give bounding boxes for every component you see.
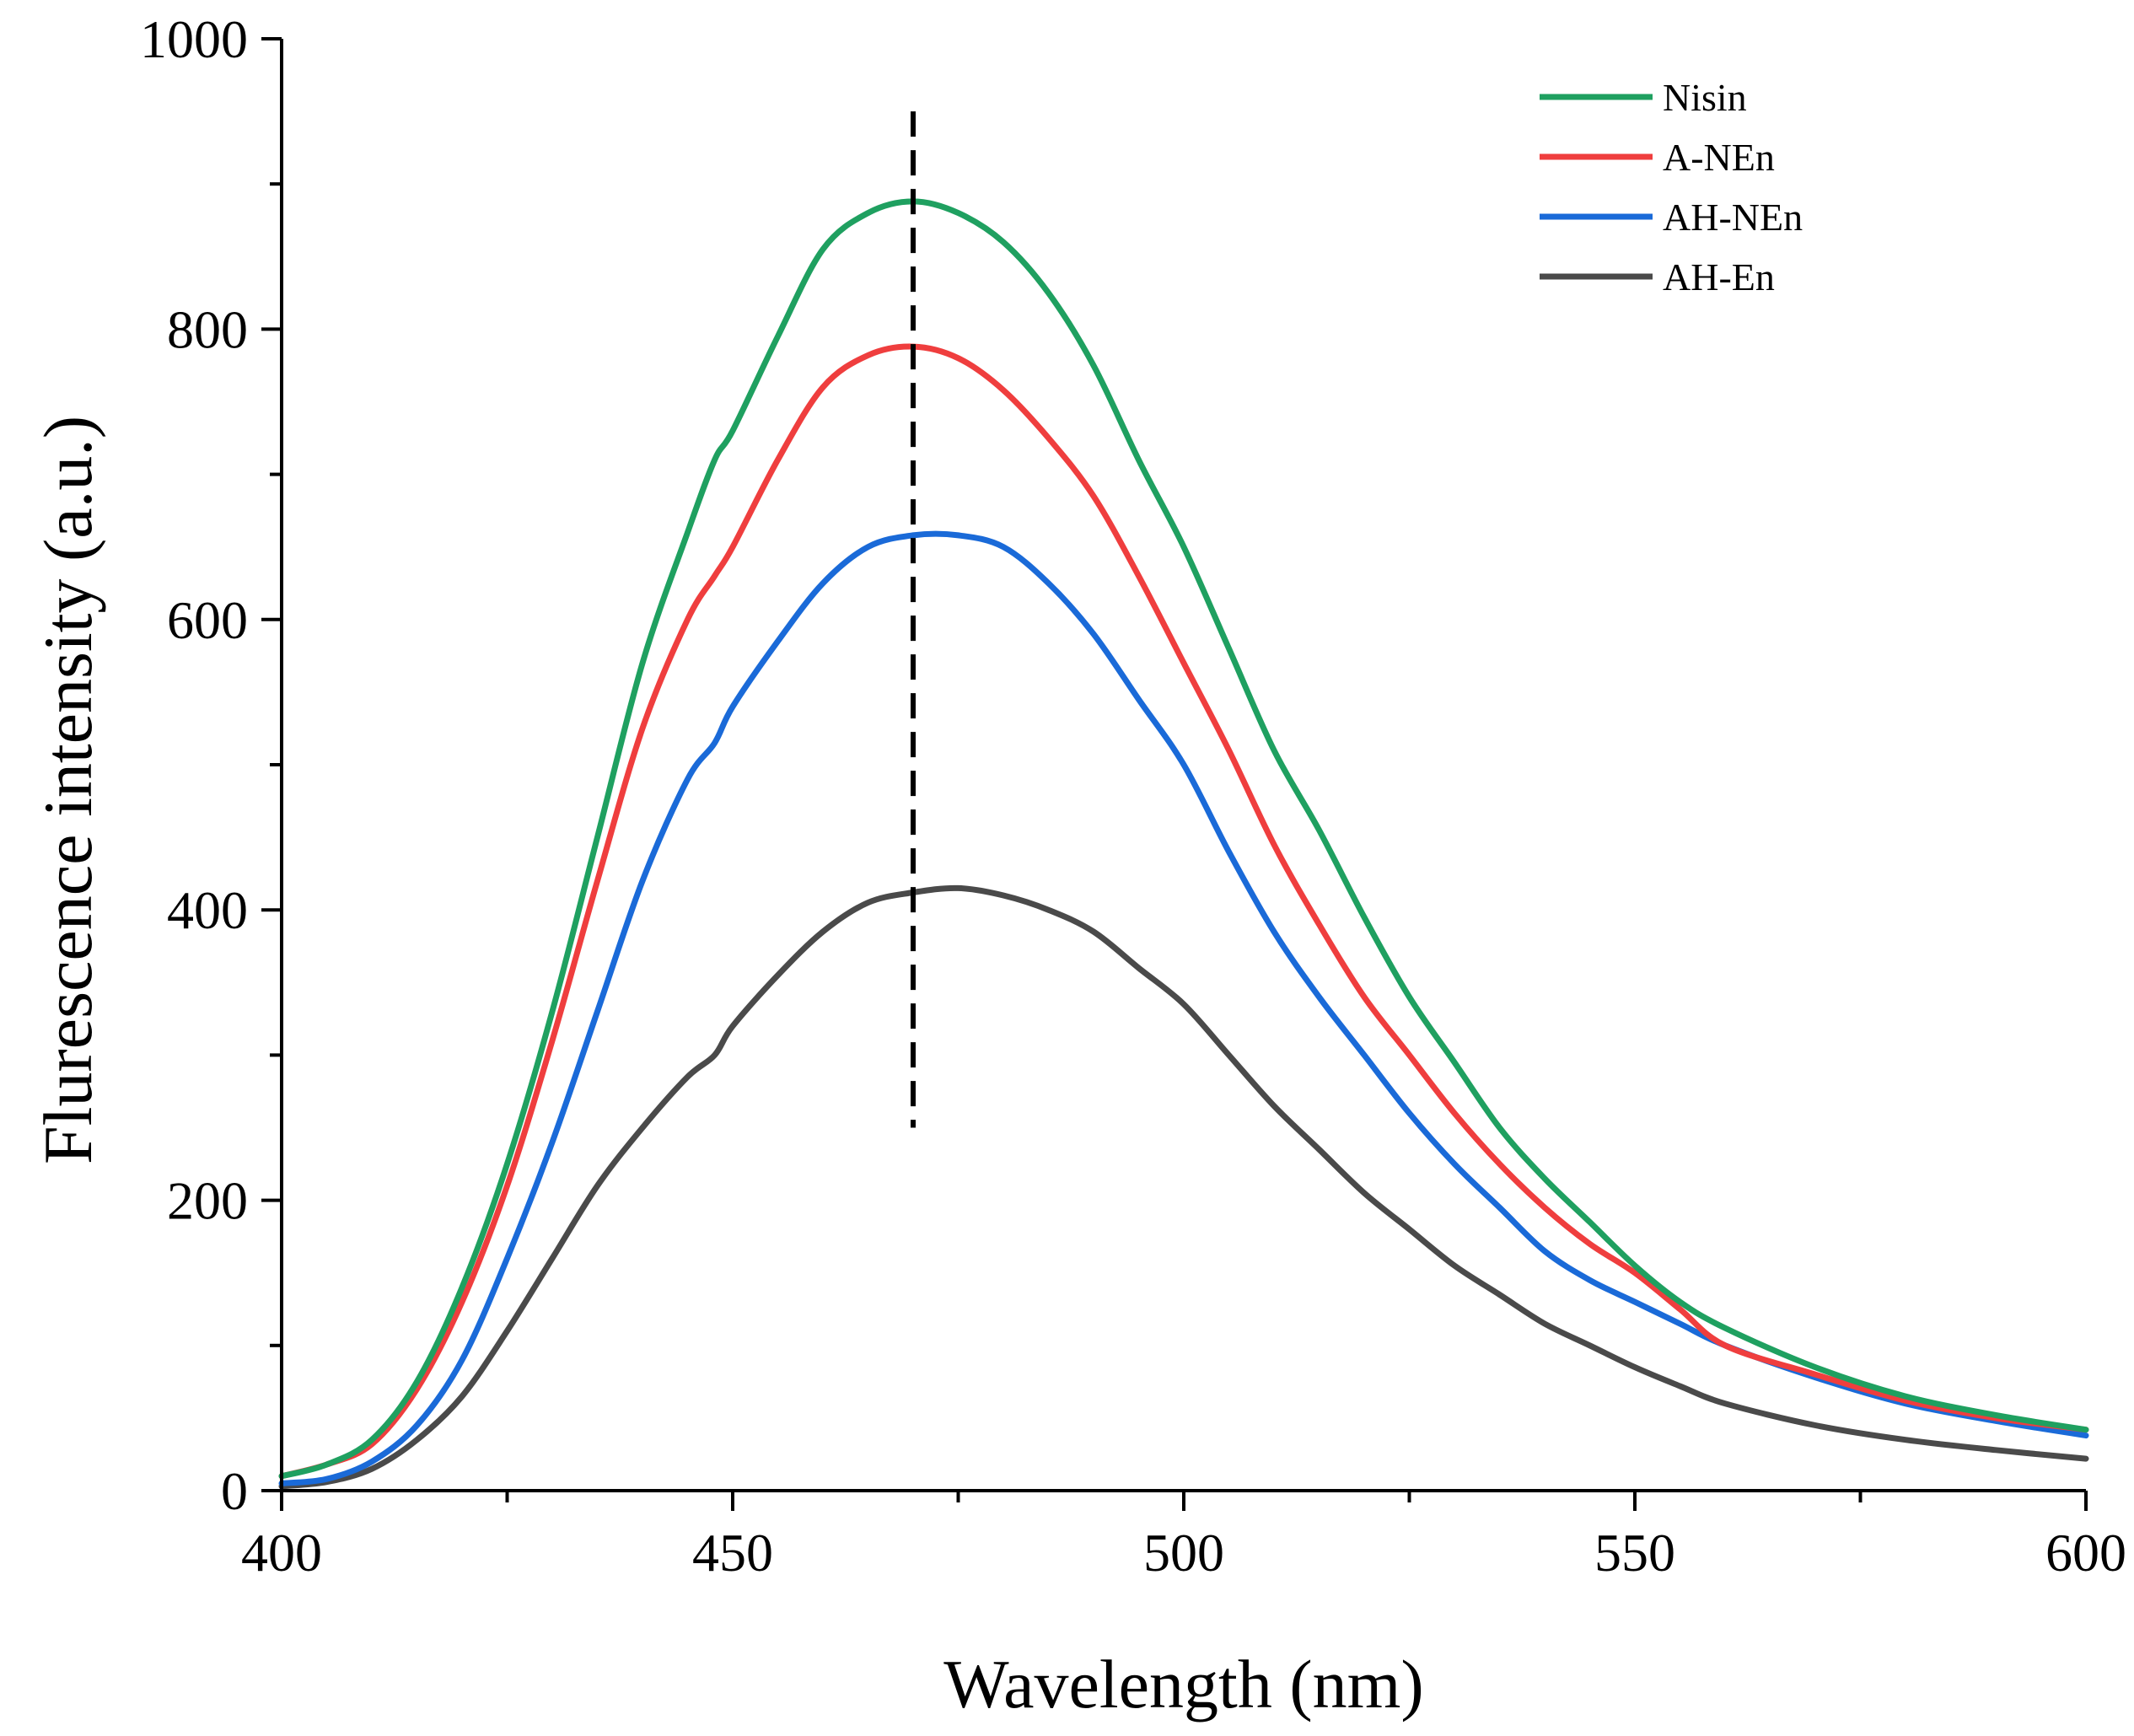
legend-label-a-nen: A-NEn xyxy=(1663,136,1775,179)
y-tick-label: 400 xyxy=(167,880,248,940)
x-tick-label: 600 xyxy=(2045,1523,2126,1583)
y-tick-label: 200 xyxy=(167,1171,248,1231)
series-group xyxy=(278,198,2089,1490)
x-tick-label: 450 xyxy=(692,1523,773,1583)
y-axis-title: Flurescence intensity (a.u.) xyxy=(30,416,106,1164)
legend-label-ah-en: AH-En xyxy=(1663,255,1775,298)
legend: Nisin A-NEn AH-NEn AH-En xyxy=(1540,76,1803,298)
y-tick-label: 1000 xyxy=(140,9,248,69)
y-tick-label: 600 xyxy=(167,590,248,650)
series-line-ah-en xyxy=(278,884,2089,1490)
y-tick-label: 800 xyxy=(167,299,248,359)
legend-label-nisin: Nisin xyxy=(1663,76,1747,119)
series-line-a-nen xyxy=(278,343,2089,1480)
x-axis-title: Wavelength (nm) xyxy=(943,1646,1423,1723)
series-line-nisin xyxy=(278,198,2089,1480)
series-line-ah-nen xyxy=(278,530,2089,1486)
x-tick-label: 400 xyxy=(241,1523,322,1583)
axes-group: 400 450 500 550 600 0 200 400 600 800 1000 xyxy=(140,9,2126,1583)
legend-label-ah-nen: AH-NEn xyxy=(1663,196,1803,239)
x-tick-label: 500 xyxy=(1143,1523,1224,1583)
y-tick-label: 0 xyxy=(221,1461,248,1521)
x-tick-label: 550 xyxy=(1594,1523,1675,1583)
